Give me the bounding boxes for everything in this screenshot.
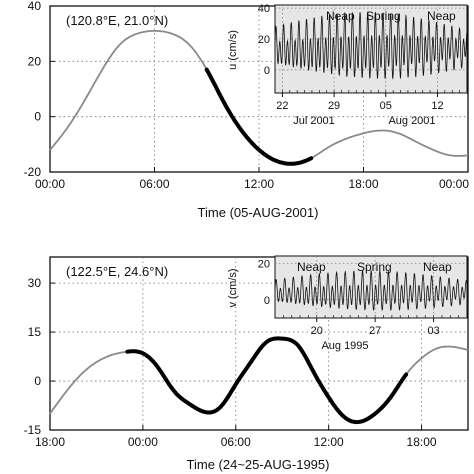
bottom-y-tick-label: 30 <box>28 276 42 290</box>
top-inset-x-tick-label: 12 <box>431 100 443 112</box>
top-inset-y-tick-label: 20 <box>258 34 270 46</box>
top-y-tick-label: -20 <box>24 165 42 179</box>
top-inset-annotation-neap-2: Neap <box>427 9 456 23</box>
top-inset-series-line <box>274 10 468 80</box>
top-x-tick-label: 00:00 <box>439 177 469 191</box>
top-inset-x-tick-label: 05 <box>380 100 392 112</box>
top-inset-month-label-2: Aug 2001 <box>388 115 435 127</box>
bottom-x-axis-label: Time (24~25-AUG-1995) <box>187 457 330 472</box>
top-inset-annotation-neap-1: Neap <box>326 9 355 23</box>
bottom-inset-series-group <box>274 269 468 312</box>
bottom-x-tick-label: 18:00 <box>35 435 65 449</box>
top-inset-series-group <box>274 10 468 80</box>
top-x-tick-label: 12:00 <box>244 177 274 191</box>
bottom-panel: -15 0 15 30 18:00 00:00 06:00 12:00 18:00 (122.… <box>24 255 469 472</box>
top-inset-y-tick-label: 40 <box>258 3 270 15</box>
top-x-tick-label: 18:00 <box>348 177 378 191</box>
bottom-inset-month-label-1: Aug 1995 <box>321 340 368 352</box>
top-y-tick-label: 40 <box>28 0 42 13</box>
bottom-x-tick-labels: 18:00 00:00 06:00 12:00 18:00 <box>35 435 437 449</box>
top-x-tick-label: 06:00 <box>139 177 169 191</box>
top-location-label: (120.8°E, 21.0°N) <box>66 13 168 28</box>
bottom-x-tick-label: 00:00 <box>128 435 158 449</box>
top-inset-x-tick-label: 29 <box>328 100 340 112</box>
top-series-group <box>49 29 469 166</box>
bottom-inset-frame <box>274 255 468 319</box>
bottom-x-tick-label: 18:00 <box>407 435 437 449</box>
top-panel: -20 0 20 40 00:00 06:00 12:00 18:00 00:00 (120.… <box>24 0 470 220</box>
bottom-inset: 0 20 20 27 03 v (cm/s) Aug 1995 Neap Spring… <box>227 255 468 352</box>
bottom-inset-y-tick-labels: 0 20 <box>258 258 270 306</box>
bottom-highlight-segment <box>125 336 409 425</box>
bottom-y-tick-labels: -15 0 15 30 <box>24 276 42 437</box>
top-x-tick-labels: 00:00 06:00 12:00 18:00 00:00 <box>35 177 469 191</box>
bottom-inset-x-tick-labels: 20 27 03 <box>311 325 440 337</box>
top-inset-x-tick-label: 22 <box>276 100 288 112</box>
bottom-y-tick-label: -15 <box>24 423 42 437</box>
bottom-x-tick-label: 12:00 <box>314 435 344 449</box>
bottom-grid <box>49 257 468 431</box>
top-x-axis-label: Time (05-AUG-2001) <box>198 205 319 220</box>
top-inset-y-tick-label: 0 <box>264 65 270 77</box>
bottom-inset-annotation-neap-1: Neap <box>297 260 326 274</box>
bottom-x-tick-label: 06:00 <box>221 435 251 449</box>
bottom-inset-series-line <box>274 269 468 312</box>
bottom-inset-y-tick-label: 0 <box>264 295 270 307</box>
top-x-tick-label: 00:00 <box>35 177 65 191</box>
bottom-inset-annotation-spring: Spring <box>357 260 392 274</box>
bottom-inset-y-label: v (cm/s) <box>227 268 239 307</box>
top-inset-x-tick-labels: 22 29 05 12 <box>276 100 443 112</box>
bottom-inset-annotation-neap-2: Neap <box>423 260 452 274</box>
top-inset-y-label: u (cm/s) <box>227 30 239 70</box>
top-highlight-segment <box>204 67 314 166</box>
bottom-series-group <box>49 336 469 425</box>
top-inset-annotation-spring: Spring <box>366 9 401 23</box>
top-inset-month-label-1: Jul 2001 <box>293 115 335 127</box>
top-inset: 0 20 40 22 29 05 12 u (cm/s) Jul 2001 Aug 200… <box>227 3 468 127</box>
bottom-y-tick-label: 0 <box>34 374 41 388</box>
bottom-y-tick-label: 15 <box>28 325 42 339</box>
bottom-location-label: (122.5°E, 24.6°N) <box>66 264 168 279</box>
top-y-tick-label: 20 <box>28 54 42 68</box>
bottom-inset-x-tick-label: 03 <box>427 325 439 337</box>
top-y-tick-label: 0 <box>34 110 41 124</box>
bottom-inset-x-tick-label: 27 <box>369 325 381 337</box>
bottom-inset-x-tick-label: 20 <box>311 325 323 337</box>
bottom-inset-y-tick-label: 20 <box>258 258 270 270</box>
top-inset-y-tick-labels: 0 20 40 <box>258 3 270 77</box>
top-y-tick-labels: -20 0 20 40 <box>24 0 42 179</box>
